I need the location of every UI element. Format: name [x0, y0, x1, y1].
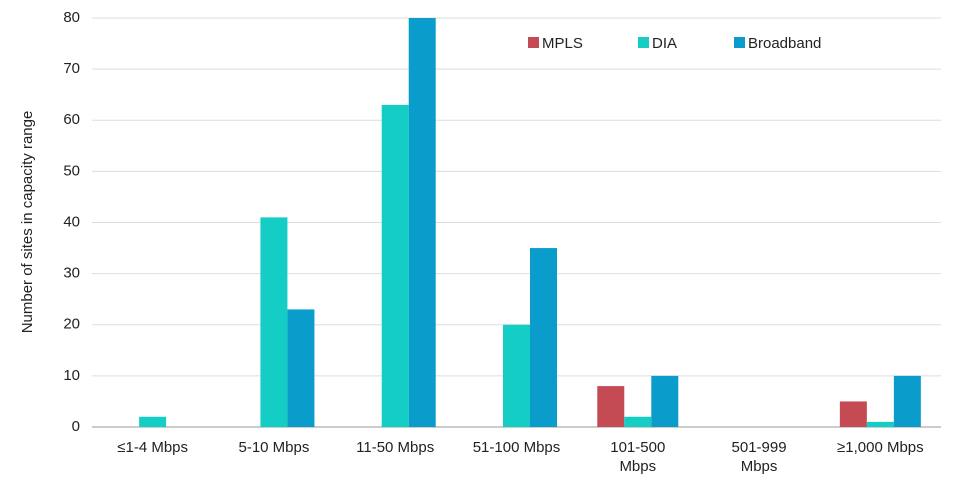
y-tick-label: 10	[63, 367, 80, 384]
x-tick-label: 51-100 Mbps	[472, 439, 561, 456]
x-tick-label: 101-500 Mbps	[610, 439, 666, 475]
bar	[651, 375, 679, 427]
y-tick-label: 40	[63, 213, 80, 230]
bar	[893, 375, 921, 427]
bar	[381, 104, 409, 427]
x-tick-label: 11-50 Mbps	[356, 439, 435, 456]
bar	[866, 421, 894, 427]
legend-label: MPLS	[542, 35, 583, 52]
bar	[287, 309, 315, 427]
bar	[597, 386, 625, 427]
bar	[839, 401, 867, 427]
bar	[408, 18, 436, 427]
legend-swatch	[528, 37, 539, 48]
legend-label: Broadband	[748, 35, 821, 52]
y-tick-label: 30	[63, 265, 80, 282]
legend-swatch	[638, 37, 649, 48]
y-tick-label: 70	[63, 60, 80, 77]
x-tick-label: ≥1,000 Mbps	[837, 439, 924, 456]
y-tick-label: 0	[72, 418, 80, 435]
bar	[624, 416, 652, 427]
y-tick-label: 50	[63, 162, 80, 179]
bar	[260, 217, 288, 427]
y-axis-label: Number of sites in capacity range	[19, 111, 36, 334]
legend-swatch	[734, 37, 745, 48]
y-tick-label: 60	[63, 111, 80, 128]
legend-label: DIA	[652, 35, 677, 52]
bar	[503, 324, 530, 427]
y-tick-label: 80	[63, 9, 80, 26]
x-tick-label: 5-10 Mbps	[238, 439, 310, 456]
bar	[139, 416, 167, 427]
x-tick-label: ≤1-4 Mbps	[117, 439, 189, 456]
x-tick-label: 501-999 Mbps	[731, 439, 787, 475]
y-tick-label: 20	[63, 316, 80, 333]
bar	[530, 248, 557, 427]
